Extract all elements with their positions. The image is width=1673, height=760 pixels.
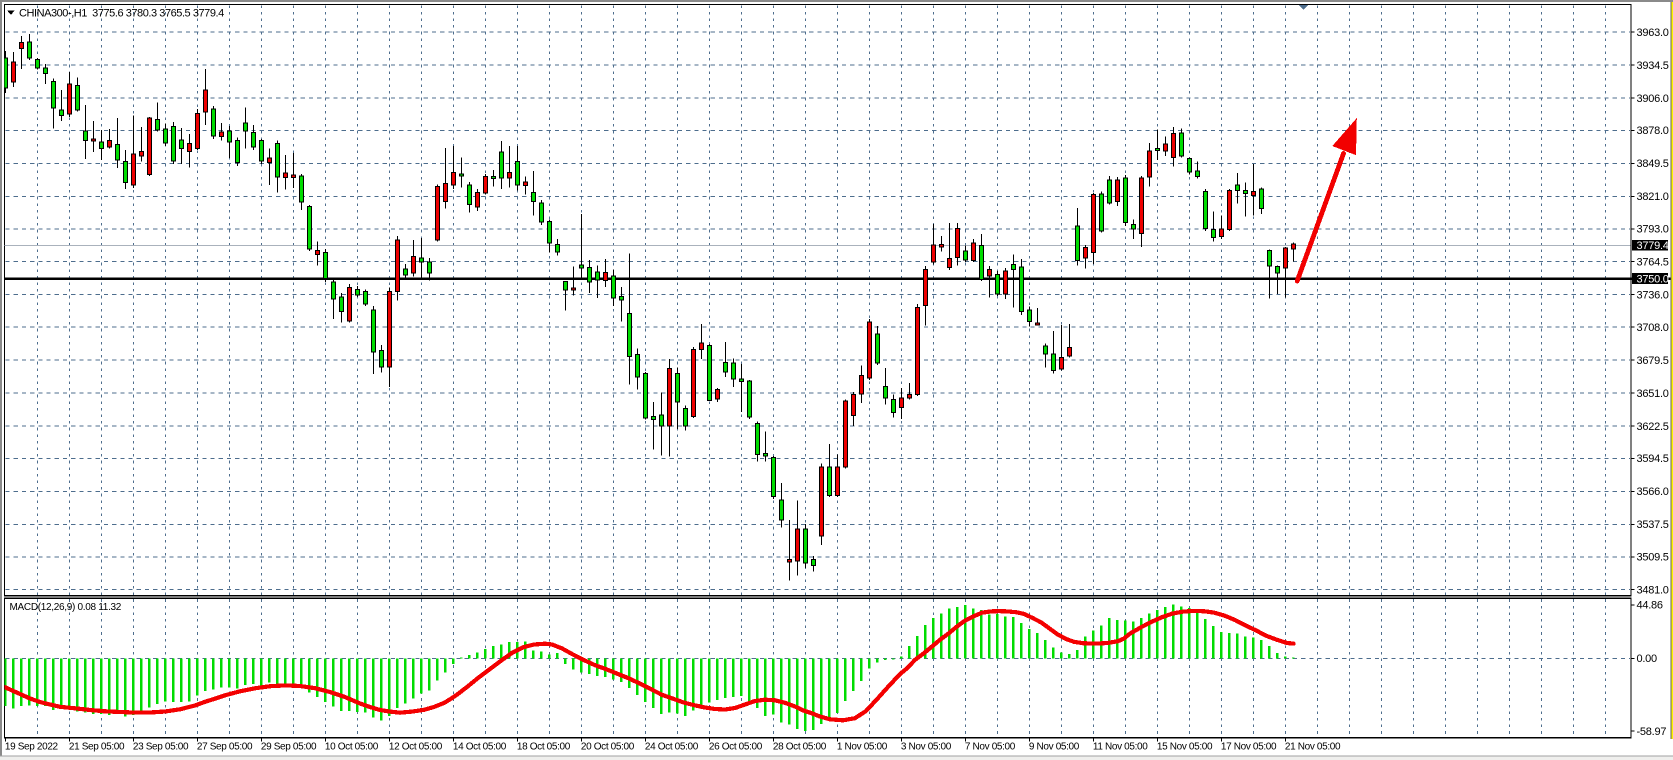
svg-text:1 Nov 05:00: 1 Nov 05:00 <box>837 742 888 753</box>
svg-text:29 Sep 05:00: 29 Sep 05:00 <box>261 742 317 753</box>
svg-text:23 Sep 05:00: 23 Sep 05:00 <box>133 742 189 753</box>
svg-text:14 Oct 05:00: 14 Oct 05:00 <box>453 742 507 753</box>
svg-text:10 Oct 05:00: 10 Oct 05:00 <box>325 742 379 753</box>
svg-text:15 Nov 05:00: 15 Nov 05:00 <box>1157 742 1213 753</box>
svg-text:21 Nov 05:00: 21 Nov 05:00 <box>1285 742 1341 753</box>
svg-text:3934.5: 3934.5 <box>1637 60 1669 72</box>
svg-text:12 Oct 05:00: 12 Oct 05:00 <box>389 742 443 753</box>
svg-text:3764.5: 3764.5 <box>1637 257 1669 269</box>
svg-text:9 Nov 05:00: 9 Nov 05:00 <box>1029 742 1080 753</box>
svg-text:MACD(12,26,9) 0.08 11.32: MACD(12,26,9) 0.08 11.32 <box>10 602 122 613</box>
svg-text:3481.0: 3481.0 <box>1637 585 1669 597</box>
svg-text:0.00: 0.00 <box>1637 653 1658 665</box>
svg-text:3878.0: 3878.0 <box>1637 125 1669 137</box>
svg-text:7 Nov 05:00: 7 Nov 05:00 <box>965 742 1016 753</box>
svg-text:3622.5: 3622.5 <box>1637 421 1669 433</box>
svg-text:CHINA300-,H1 3775.6 3780.3 37: CHINA300-,H1 3775.6 3780.3 3765.5 3779.4 <box>19 7 224 19</box>
svg-text:3594.5: 3594.5 <box>1637 453 1669 465</box>
svg-text:3736.0: 3736.0 <box>1637 290 1669 302</box>
svg-text:3750.0: 3750.0 <box>1637 273 1669 285</box>
svg-text:-58.97: -58.97 <box>1637 726 1667 738</box>
svg-text:3537.5: 3537.5 <box>1637 519 1669 531</box>
svg-text:3679.5: 3679.5 <box>1637 355 1669 367</box>
svg-text:26 Oct 05:00: 26 Oct 05:00 <box>709 742 763 753</box>
svg-text:3 Nov 05:00: 3 Nov 05:00 <box>901 742 952 753</box>
svg-text:3708.0: 3708.0 <box>1637 322 1669 334</box>
svg-text:3566.0: 3566.0 <box>1637 486 1669 498</box>
svg-text:19 Sep 2022: 19 Sep 2022 <box>5 742 59 753</box>
svg-text:44.86: 44.86 <box>1637 600 1663 612</box>
svg-text:3793.0: 3793.0 <box>1637 224 1669 236</box>
svg-text:3779.4: 3779.4 <box>1637 240 1669 252</box>
svg-text:3651.0: 3651.0 <box>1637 388 1669 400</box>
svg-text:18 Oct 05:00: 18 Oct 05:00 <box>517 742 571 753</box>
svg-text:3849.5: 3849.5 <box>1637 158 1669 170</box>
svg-text:28 Oct 05:00: 28 Oct 05:00 <box>773 742 827 753</box>
svg-text:3906.0: 3906.0 <box>1637 93 1669 105</box>
svg-text:24 Oct 05:00: 24 Oct 05:00 <box>645 742 699 753</box>
svg-text:21 Sep 05:00: 21 Sep 05:00 <box>69 742 125 753</box>
svg-text:27 Sep 05:00: 27 Sep 05:00 <box>197 742 253 753</box>
svg-text:3509.5: 3509.5 <box>1637 552 1669 564</box>
svg-text:3963.0: 3963.0 <box>1637 27 1669 39</box>
svg-text:11 Nov 05:00: 11 Nov 05:00 <box>1093 742 1148 753</box>
svg-text:3821.0: 3821.0 <box>1637 191 1669 203</box>
svg-text:17 Nov 05:00: 17 Nov 05:00 <box>1221 742 1277 753</box>
svg-text:20 Oct 05:00: 20 Oct 05:00 <box>581 742 635 753</box>
